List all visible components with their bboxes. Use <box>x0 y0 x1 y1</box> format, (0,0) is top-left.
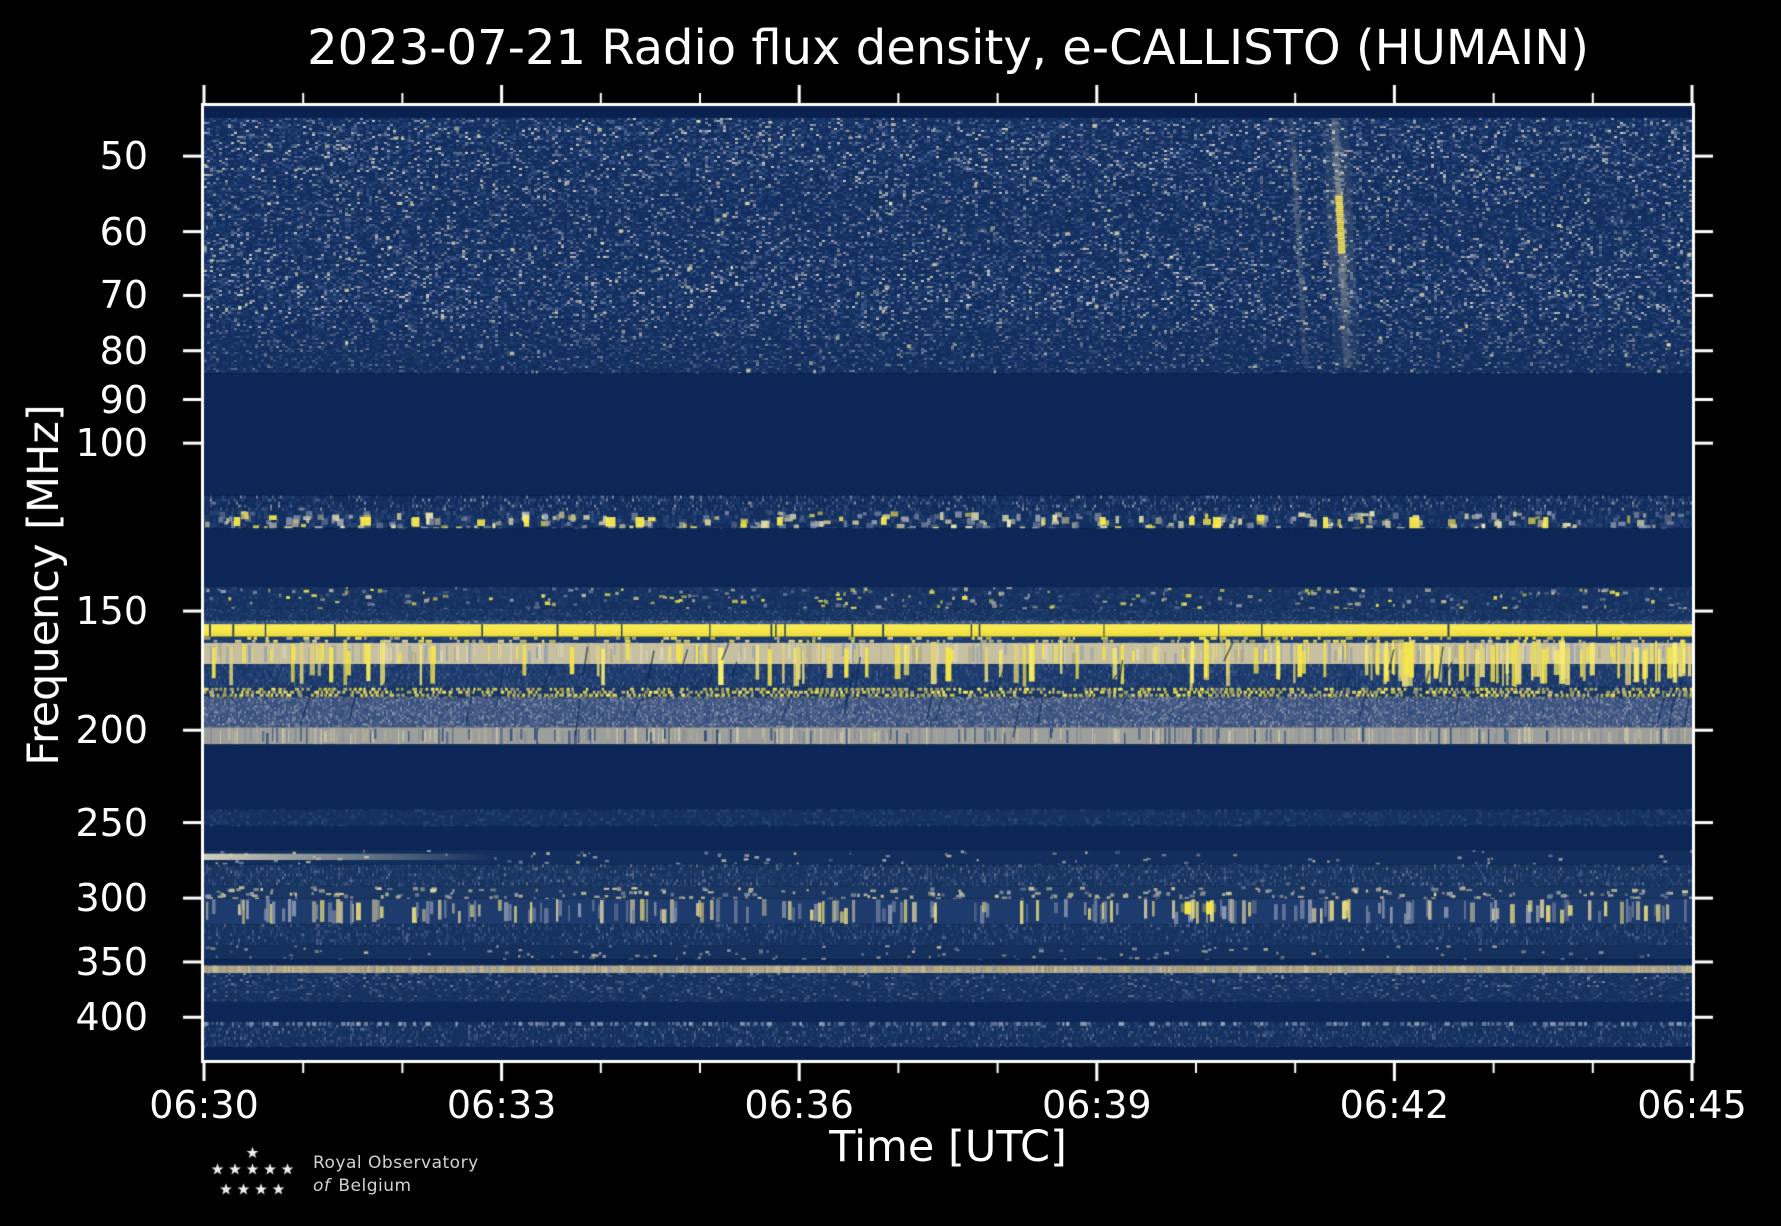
logo-text-line1: Royal Observatory <box>313 1153 479 1173</box>
x-tick-label: 06:39 <box>1042 1083 1152 1127</box>
y-tick-label: 90 <box>99 377 148 422</box>
y-tick-label: 70 <box>99 273 148 318</box>
y-axis-tick-labels: 50 60 70 80 90 100 150 200 250 300 350 400 <box>0 0 176 1226</box>
y-tick-label: 350 <box>75 939 148 984</box>
x-tick-label: 06:33 <box>446 1083 557 1127</box>
y-tick-label: 80 <box>99 328 148 373</box>
y-tick-label: 100 <box>75 421 148 466</box>
x-tick-label: 06:45 <box>1637 1083 1747 1127</box>
logo-text-of: of <box>313 1176 331 1196</box>
y-tick-label: 50 <box>99 134 148 179</box>
logo-text-belgium: Belgium <box>338 1176 412 1196</box>
x-tick-label: 06:30 <box>149 1083 259 1127</box>
x-tick-label: 06:42 <box>1339 1083 1450 1127</box>
y-tick-label: 150 <box>75 589 148 634</box>
y-tick-label: 300 <box>75 876 148 921</box>
x-tick-label: 06:36 <box>744 1083 854 1127</box>
logo-text-line2: of Belgium <box>313 1176 412 1196</box>
page-title: 2023-07-21 Radio flux density, e-CALLIST… <box>307 20 1589 76</box>
y-tick-label: 400 <box>75 995 148 1040</box>
y-tick-label: 60 <box>99 209 148 254</box>
y-tick-label: 200 <box>75 708 148 753</box>
x-axis-label: Time [UTC] <box>829 1122 1067 1172</box>
y-tick-label: 250 <box>75 800 148 845</box>
